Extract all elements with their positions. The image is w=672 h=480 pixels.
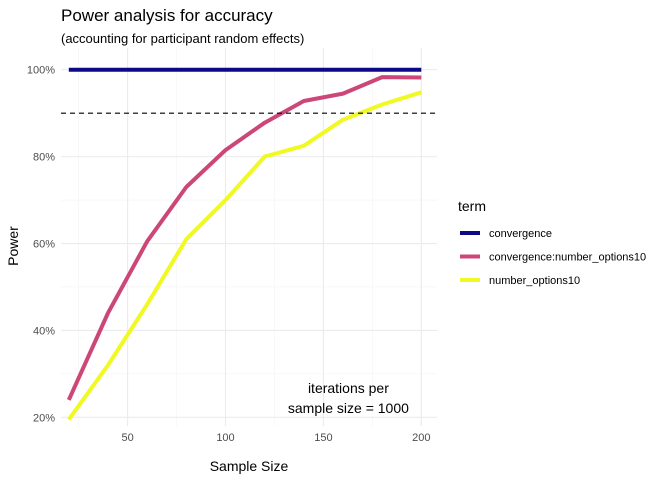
annotation-line: sample size = 1000 (288, 400, 409, 416)
y-tick-label: 80% (33, 152, 55, 164)
chart-title: Power analysis for accuracy (61, 6, 273, 25)
series-line-2 (67, 90, 422, 421)
x-tick-label: 100 (216, 432, 234, 444)
x-tick-label: 200 (412, 432, 430, 444)
y-tick-label: 20% (33, 412, 55, 424)
x-tick-label: 150 (314, 432, 332, 444)
legend-label-1: convergence:number_options10 (489, 252, 646, 264)
legend-label-0: convergence (489, 228, 552, 240)
x-axis-title: Sample Size (210, 458, 289, 474)
annotation: iterations per sample size = 1000 (288, 380, 409, 416)
legend-title: term (458, 198, 486, 214)
x-tick-label: 50 (121, 432, 133, 444)
legend: term convergence convergence:number_optio… (458, 198, 646, 287)
y-tick-label: 100% (27, 65, 55, 77)
x-tick-labels: 50 100 150 200 (121, 432, 430, 444)
annotation-line: iterations per (308, 380, 389, 396)
series-line-1 (66, 75, 422, 401)
y-tick-label: 40% (33, 325, 55, 337)
series-lines (66, 67, 422, 421)
chart-subtitle: (accounting for participant random effec… (61, 31, 304, 46)
y-tick-label: 60% (33, 239, 55, 251)
legend-label-2: number_options10 (489, 275, 580, 287)
y-axis-title: Power (5, 226, 21, 266)
y-tick-labels: 20% 40% 60% 80% 100% (27, 65, 55, 425)
